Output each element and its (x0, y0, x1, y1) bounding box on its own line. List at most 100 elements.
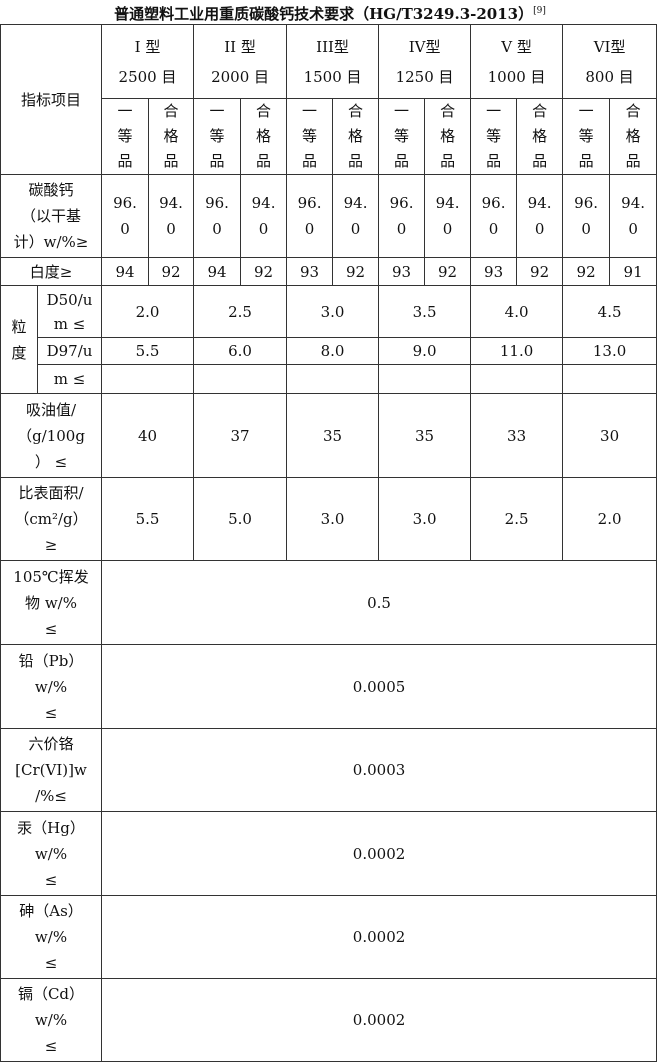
value-d97: 13.0 (562, 337, 658, 365)
value-caco3: 96. 0 (193, 174, 242, 258)
value-caco3: 96. 0 (562, 174, 611, 258)
row-label-particle: 粒 度 (0, 285, 38, 394)
header-type-cell: III型 1500 目 (286, 24, 380, 99)
value-caco3: 96. 0 (101, 174, 150, 258)
header-type-cell: IV型 1250 目 (378, 24, 472, 99)
value-whiteness: 93 (470, 257, 518, 286)
value-whiteness: 93 (286, 257, 334, 286)
value-whiteness: 94 (101, 257, 150, 286)
value-caco3: 94. 0 (332, 174, 380, 258)
mesh-size: 1500 目 (303, 67, 362, 86)
grade-qualified: 合 格 品 (240, 98, 288, 175)
header-item-label: 指标项目 (0, 24, 103, 175)
value-surface-area: 3.0 (378, 477, 472, 561)
row-label-cadmium: 镉（Cd） w/% ≤ (0, 978, 103, 1062)
value-d50: 2.5 (193, 285, 288, 338)
value-oil-absorption: 40 (101, 393, 195, 478)
empty-cell (562, 364, 658, 394)
value-surface-area: 5.0 (193, 477, 288, 561)
type-name: II 型 (224, 37, 256, 56)
grade-qualified: 合 格 品 (332, 98, 380, 175)
value-surface-area: 2.5 (470, 477, 564, 561)
grade-first-class: 一 等 品 (193, 98, 242, 175)
row-label-arsenic: 砷（As） w/% ≤ (0, 895, 103, 979)
header-type-cell: I 型 2500 目 (101, 24, 195, 99)
empty-cell (286, 364, 380, 394)
row-label-d97: D97/u (36, 337, 103, 365)
row-label-volatile: 105℃挥发 物 w/% ≤ (0, 560, 103, 645)
row-label-mercury: 汞（Hg） w/% ≤ (0, 811, 103, 896)
empty-cell (378, 364, 472, 394)
row-label-d50: D50/u m ≤ (36, 285, 103, 338)
value-oil-absorption: 33 (470, 393, 564, 478)
value-whiteness: 93 (378, 257, 426, 286)
grade-qualified: 合 格 品 (516, 98, 564, 175)
grade-qualified: 合 格 品 (424, 98, 472, 175)
mesh-size: 2500 目 (118, 67, 177, 86)
value-chromium: 0.0003 (101, 728, 658, 812)
type-name: III型 (316, 37, 349, 56)
grade-first-class: 一 等 品 (378, 98, 426, 175)
title-text: 普通塑料工业用重质碳酸钙技术要求（HG/T3249.3-2013） (114, 5, 534, 23)
grade-first-class: 一 等 品 (562, 98, 611, 175)
value-caco3: 94. 0 (148, 174, 195, 258)
value-surface-area: 3.0 (286, 477, 380, 561)
value-d50: 3.5 (378, 285, 472, 338)
grade-first-class: 一 等 品 (101, 98, 150, 175)
row-label-chromium: 六价铬 [Cr(VI)]w /%≤ (0, 728, 103, 812)
row-label-d97-cont: m ≤ (36, 364, 103, 394)
grade-qualified: 合 格 品 (148, 98, 195, 175)
value-d97: 11.0 (470, 337, 564, 365)
value-whiteness: 92 (148, 257, 195, 286)
header-type-cell: II 型 2000 目 (193, 24, 288, 99)
reference-mark: [9] (533, 6, 546, 16)
value-caco3: 96. 0 (286, 174, 334, 258)
value-caco3: 96. 0 (470, 174, 518, 258)
value-d50: 2.0 (101, 285, 195, 338)
value-caco3: 94. 0 (424, 174, 472, 258)
value-d50: 4.0 (470, 285, 564, 338)
value-d97: 6.0 (193, 337, 288, 365)
value-whiteness: 91 (609, 257, 658, 286)
value-d97: 8.0 (286, 337, 380, 365)
empty-cell (470, 364, 564, 394)
value-caco3: 94. 0 (516, 174, 564, 258)
empty-cell (101, 364, 195, 394)
empty-cell (193, 364, 288, 394)
value-oil-absorption: 30 (562, 393, 658, 478)
spec-table: 指标项目 I 型 2500 目 II 型 2000 目 III型 1500 目 IV型 125… (0, 24, 658, 1062)
value-lead: 0.0005 (101, 644, 658, 729)
row-label-caco3: 碳酸钙 （以干基 计）w/%≥ (0, 174, 103, 258)
value-caco3: 96. 0 (378, 174, 426, 258)
value-d50: 3.0 (286, 285, 380, 338)
value-caco3: 94. 0 (609, 174, 658, 258)
value-mercury: 0.0002 (101, 811, 658, 896)
value-volatile: 0.5 (101, 560, 658, 645)
row-label-surface: 比表面积/ （cm²/g） ≥ (0, 477, 103, 561)
mesh-size: 2000 目 (211, 67, 270, 86)
value-oil-absorption: 35 (378, 393, 472, 478)
mesh-size: 800 目 (585, 67, 634, 86)
grade-first-class: 一 等 品 (470, 98, 518, 175)
value-cadmium: 0.0002 (101, 978, 658, 1062)
value-d97: 5.5 (101, 337, 195, 365)
value-whiteness: 92 (424, 257, 472, 286)
header-type-cell: V 型 1000 目 (470, 24, 564, 99)
value-whiteness: 92 (332, 257, 380, 286)
table-title: 普通塑料工业用重质碳酸钙技术要求（HG/T3249.3-2013）[9] (0, 0, 660, 24)
value-whiteness: 92 (240, 257, 288, 286)
value-surface-area: 2.0 (562, 477, 658, 561)
type-name: I 型 (134, 37, 161, 56)
value-oil-absorption: 35 (286, 393, 380, 478)
grade-first-class: 一 等 品 (286, 98, 334, 175)
value-whiteness: 92 (516, 257, 564, 286)
value-whiteness: 92 (562, 257, 611, 286)
value-d97: 9.0 (378, 337, 472, 365)
value-caco3: 94. 0 (240, 174, 288, 258)
value-oil-absorption: 37 (193, 393, 288, 478)
mesh-size: 1000 目 (487, 67, 546, 86)
grade-qualified: 合 格 品 (609, 98, 658, 175)
row-label-oil: 吸油值/ （g/100g ） ≤ (0, 393, 103, 478)
type-name: IV型 (408, 37, 441, 56)
row-label-whiteness: 白度≥ (0, 257, 103, 286)
